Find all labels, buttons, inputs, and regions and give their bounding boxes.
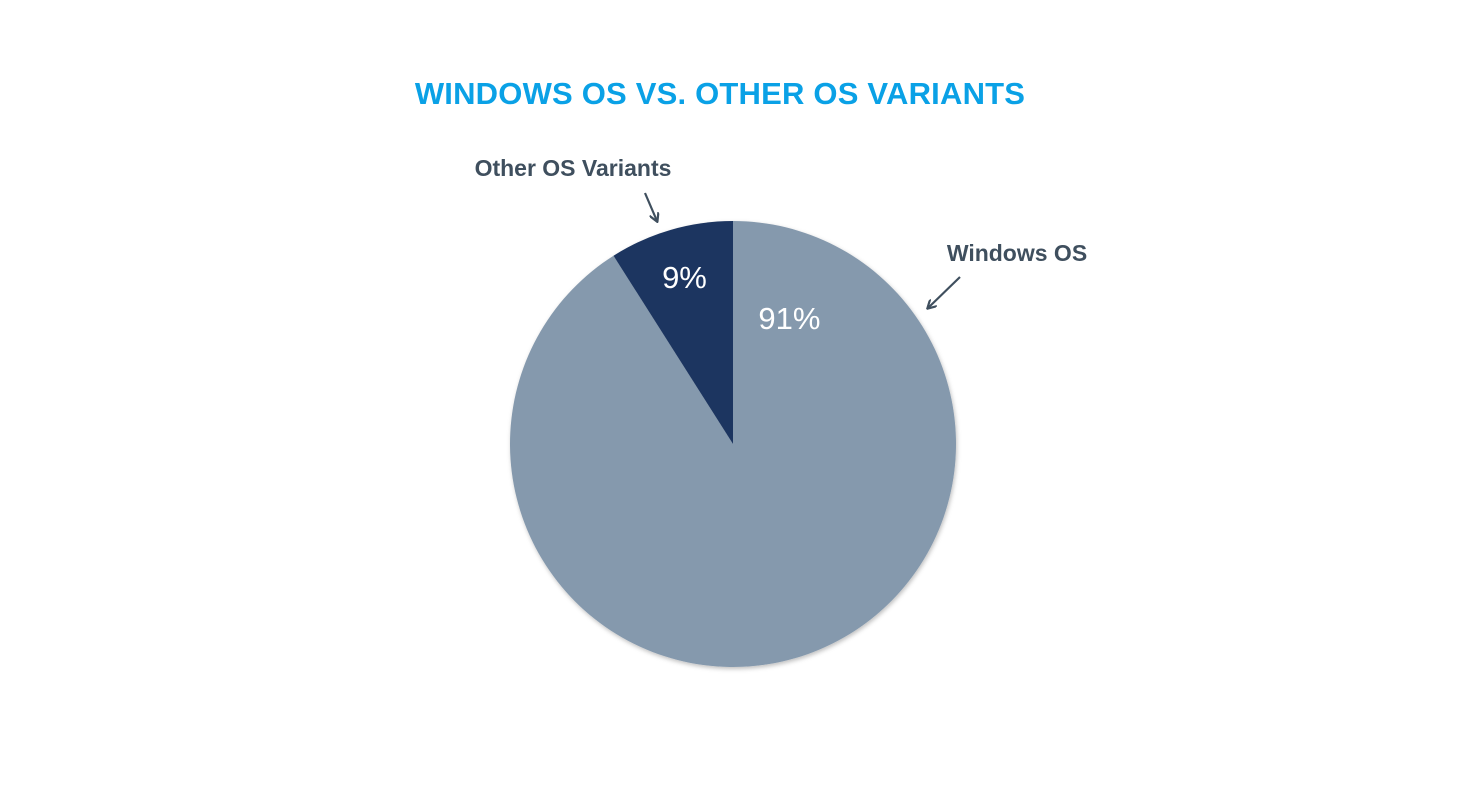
slice-value-label-windows-os: 91% [758,301,820,336]
pie-slices [509,221,956,667]
chart-title: WINDOWS OS VS. OTHER OS VARIANTS [414,76,1026,111]
pie-slice-other-os-variants [613,221,733,444]
callout-label-other-os-variants: Other OS Variants [475,155,672,181]
slice-value-label-other-os-variants: 9% [662,260,707,295]
callout-arrow-other-os-variants [643,192,657,221]
callout-label-windows-os: Windows OS [947,240,1087,266]
pie-slice-labels: 91% 9% [662,260,820,336]
callout-arrow-windows-os [928,276,961,308]
